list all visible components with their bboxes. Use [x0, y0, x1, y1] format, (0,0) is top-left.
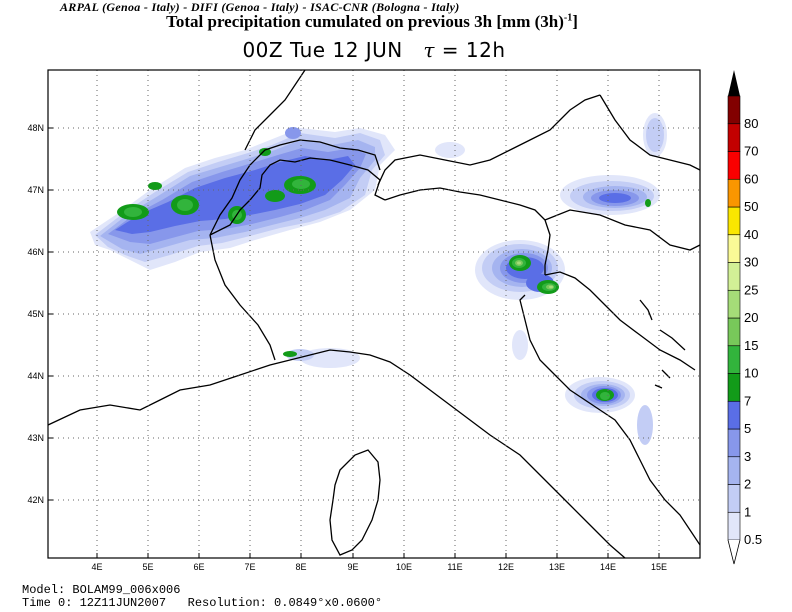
colorbar-swatch [727, 206, 741, 236]
border-austria-germany [377, 94, 601, 186]
border-north-west [244, 70, 306, 151]
chart-title: Total precipitation cumulated on previou… [42, 12, 702, 32]
lon-label: 8E [295, 562, 306, 572]
colorbar-swatch [727, 289, 741, 319]
lon-label: 6E [193, 562, 204, 572]
colorbar-bottom-arrow [727, 539, 741, 565]
colorbar-swatch [727, 428, 741, 458]
lat-label: 47N [27, 185, 44, 195]
coastline-italy-west [48, 349, 626, 558]
lon-label: 14E [600, 562, 616, 572]
graticule [48, 70, 700, 558]
colorbar-swatch [727, 345, 741, 374]
title-superscript: -1 [563, 12, 573, 24]
colorbar-label: 20 [744, 310, 758, 325]
colorbar-top-arrow [728, 70, 740, 96]
axis-ticks [48, 127, 660, 558]
lon-label: 9E [347, 562, 358, 572]
colorbar-swatch [727, 511, 741, 541]
lat-label: 45N [27, 309, 44, 319]
colorbar-label: 3 [744, 449, 751, 464]
lat-label: 43N [27, 433, 44, 443]
colorbar-swatch [727, 151, 741, 180]
lon-label: 15E [651, 562, 667, 572]
subtitle-time: 00Z Tue 12 JUN [242, 38, 403, 62]
footer-time-text: Time 0: 12Z11JUN2007 [22, 596, 167, 610]
forecast-time-subtitle: 00Z Tue 12 JUN τ = 12h [48, 38, 700, 62]
colorbar-swatch [727, 484, 741, 513]
colorbar-label: 0.5 [744, 532, 762, 547]
precip-level-20 [517, 261, 553, 289]
border-france-italy-south [209, 234, 276, 361]
border-northeast [599, 94, 700, 171]
colorbar-label: 5 [744, 421, 751, 436]
colorbar-swatch [727, 400, 741, 430]
footer-time: Time 0: 12Z11JUN2007 Resolution: 0.0849°… [22, 596, 382, 610]
colorbar-swatch [727, 317, 741, 347]
colorbar-swatch [727, 178, 741, 208]
islands-croatia [639, 299, 686, 389]
coastline-adriatic-west [519, 294, 700, 546]
border-swiss-north [209, 139, 381, 236]
colorbar-swatch [727, 234, 741, 263]
coastline-corsica [329, 449, 381, 556]
coastlines-borders [48, 70, 700, 558]
colorbar-swatch [727, 456, 741, 485]
colorbar-label: 2 [744, 477, 751, 492]
title-end: ] [572, 12, 578, 31]
tau-symbol: τ [423, 38, 435, 62]
colorbar-label: 15 [744, 338, 758, 353]
colorbar-swatch [727, 373, 741, 402]
colorbar-label: 25 [744, 282, 758, 297]
lat-label: 48N [27, 123, 44, 133]
lon-label: 7E [244, 562, 255, 572]
lon-label: 5E [142, 562, 153, 572]
colorbar: 0.5 1 2 3 5 7 10 15 20 25 30 40 50 60 70 80 [727, 70, 762, 565]
longitude-labels: 4E 5E 6E 7E 8E 9E 10E 11E 12E 13E 14E 15… [91, 562, 667, 572]
lon-label: 13E [549, 562, 565, 572]
lon-label: 11E [447, 562, 462, 572]
colorbar-swatch [727, 262, 741, 291]
lat-label: 46N [27, 247, 44, 257]
colorbar-swatch [727, 123, 741, 152]
border-east [544, 209, 700, 251]
lat-label: 44N [27, 371, 44, 381]
colorbar-label: 1 [744, 504, 751, 519]
colorbar-label: 40 [744, 227, 758, 242]
colorbar-label: 80 [744, 116, 758, 131]
border-alps [209, 157, 386, 236]
lon-label: 12E [498, 562, 514, 572]
latitude-labels: 48N 47N 46N 45N 44N 43N 42N [27, 123, 44, 505]
colorbar-label: 70 [744, 144, 758, 159]
footer-model: Model: BOLAM99_006x006 [22, 583, 181, 597]
coastline-adriatic-east [544, 271, 696, 371]
lat-label: 42N [27, 495, 44, 505]
title-text: Total precipitation cumulated on previou… [166, 12, 564, 31]
colorbar-label: 60 [744, 171, 758, 186]
precip-level-10 [124, 179, 610, 400]
colorbar-label: 50 [744, 199, 758, 214]
colorbar-swatch [727, 95, 741, 125]
credits-line: ARPAL (Genoa - Italy) - DIFI (Genoa - It… [60, 0, 460, 14]
precipitation-field [90, 113, 667, 445]
colorbar-label: 7 [744, 393, 751, 408]
footer-resolution: Resolution: 0.0849°x0.0600° [187, 596, 383, 610]
lon-label: 4E [91, 562, 102, 572]
lon-label: 10E [396, 562, 412, 572]
colorbar-label: 30 [744, 255, 758, 270]
tau-value: = 12h [434, 38, 506, 62]
colorbar-label: 10 [744, 366, 758, 381]
